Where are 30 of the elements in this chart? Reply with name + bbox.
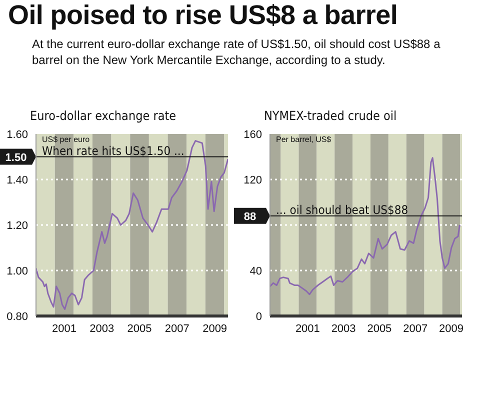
x-tick-label: 2007 [164,322,190,335]
x-tick-label: 2003 [331,322,356,335]
y-tick-label: 120 [244,174,262,186]
annotation: When rate hits US$1.50 ... [42,144,184,158]
text: At the current euro-dollar exchange rate of US$1.50, oil should cost US$88 a barrel on the New York Mercantile Exchange, according to a study. [32,36,442,68]
x-tick-label: 2001 [52,322,76,335]
x-tick-label: 2005 [127,322,152,335]
line-series [270,157,460,296]
y-tick-label: 40 [250,265,262,278]
x-tick-label: 2003 [90,322,114,335]
ref-line-label: 88 [244,210,256,223]
chart-title: Euro-dollar exchange rate [30,108,176,123]
x-tick-label: 2005 [367,322,392,335]
text: Oil poised to rise US$8 a barrel [8,0,398,31]
x-tick-label: 2007 [403,322,428,335]
y-tick-label: 0.80 [6,310,28,323]
chart-title: NYMEX-traded crude oil [264,108,397,123]
annotation: ... oil should beat US$88 [276,202,408,217]
y-axis-title: Per barrel, US$ [276,135,332,144]
y-tick-label: 1.20 [6,220,28,232]
x-tick-label: 2001 [295,322,320,335]
ref-line-label: 1.50 [5,152,27,164]
x-tick-label: 2009 [438,322,464,335]
x-tick-label: 2009 [202,322,228,335]
y-tick-label: 1.60 [6,128,28,141]
y-tick-label: 0 [256,310,262,323]
y-axis-title: US$ per euro [42,135,90,144]
y-tick-label: 1.40 [6,174,28,186]
y-tick-label: 1.00 [6,265,28,278]
y-tick-label: 160 [244,128,262,141]
